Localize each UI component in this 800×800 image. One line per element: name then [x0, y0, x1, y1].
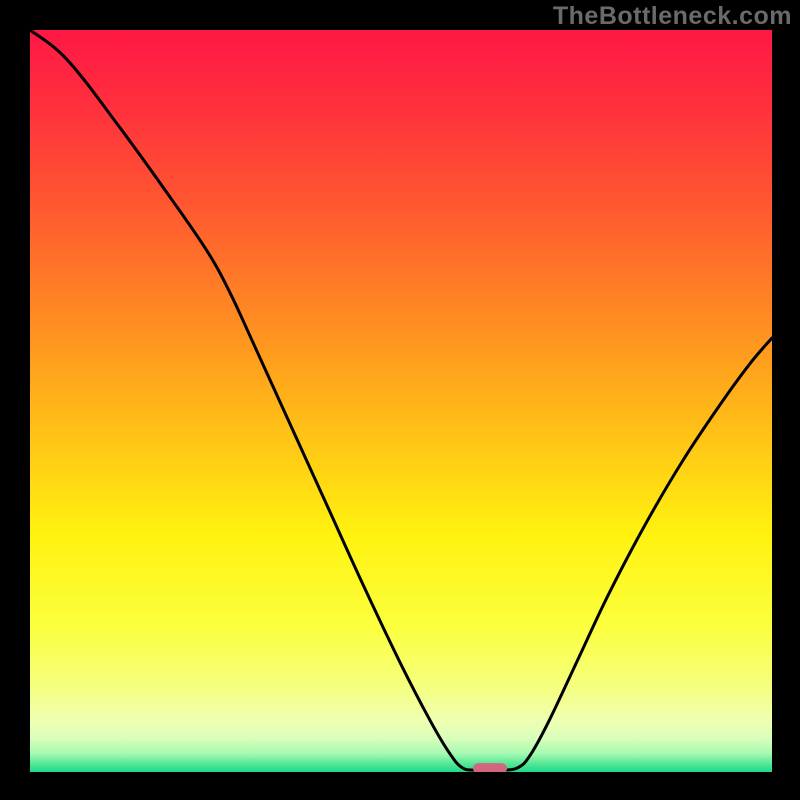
watermark-text: TheBottleneck.com [553, 2, 792, 31]
valley-marker [473, 763, 507, 772]
bottleneck-curve-chart [30, 30, 772, 772]
plot-area [30, 30, 772, 772]
chart-background [30, 30, 772, 772]
chart-frame: TheBottleneck.com [0, 0, 800, 800]
